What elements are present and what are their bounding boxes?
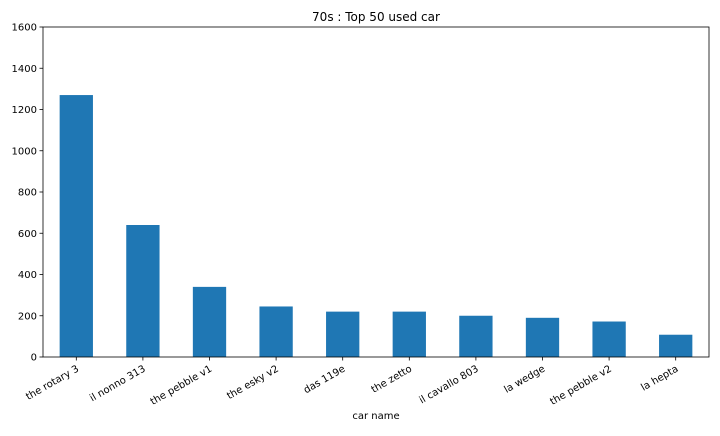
bars-layer [59, 95, 693, 358]
bar [659, 334, 693, 357]
y-tick-label: 800 [18, 188, 37, 199]
y-tick-label: 1400 [12, 64, 37, 75]
bar [392, 311, 426, 358]
bar [525, 317, 560, 357]
y-tick-label: 400 [18, 270, 37, 281]
bar [326, 311, 360, 358]
bar [59, 95, 93, 357]
bar [259, 306, 293, 357]
y-tick-label: 1600 [12, 23, 37, 34]
bar [459, 315, 493, 357]
chart-title: 70s : Top 50 used car [312, 10, 440, 24]
y-tick-label: 1000 [12, 146, 37, 157]
bar [192, 286, 227, 358]
bar [592, 321, 626, 357]
y-tick-label: 0 [31, 353, 37, 364]
y-tick-label: 200 [18, 311, 37, 322]
bar [126, 225, 160, 357]
x-axis-label: car name [352, 411, 399, 422]
y-tick-label: 1200 [12, 105, 37, 116]
y-tick-label: 600 [18, 229, 37, 240]
